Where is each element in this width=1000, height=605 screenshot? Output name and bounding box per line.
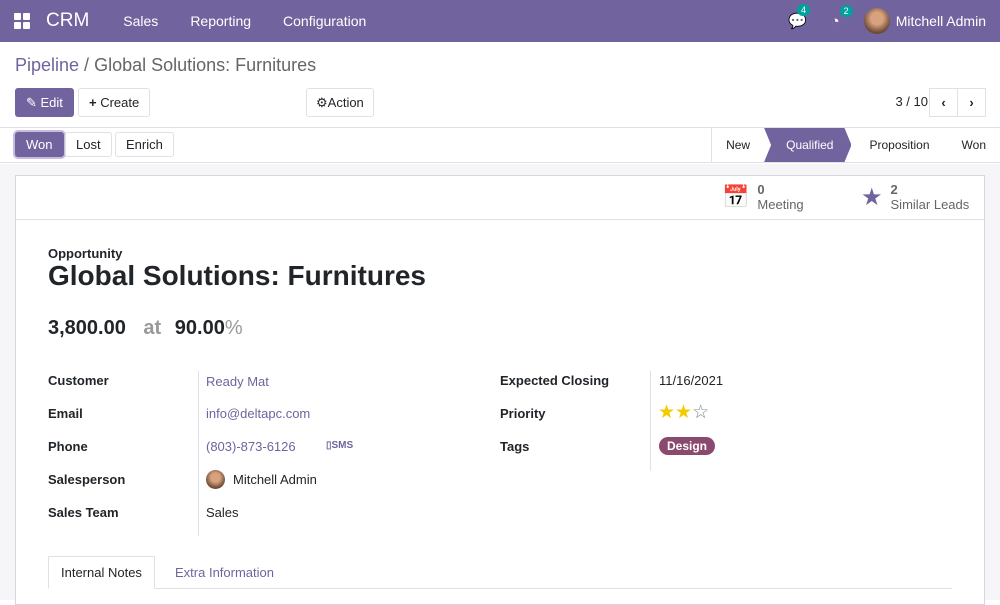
tag-design[interactable]: Design: [659, 437, 716, 455]
statusbar: Won Lost Enrich New Qualified Propositio…: [0, 128, 1000, 163]
star-empty-icon[interactable]: ☆: [692, 402, 710, 423]
mobile-icon: ▯: [326, 440, 332, 451]
button-box: 📅 0 Meeting ★ 2 Similar Leads: [16, 176, 984, 220]
sms-button[interactable]: ▯SMS: [326, 440, 354, 451]
breadcrumb-current: Global Solutions: Furnitures: [94, 55, 317, 75]
app-brand[interactable]: CRM: [46, 10, 90, 31]
record-title[interactable]: Global Solutions: Furnitures: [48, 260, 426, 291]
expected-closing-label: Expected Closing: [500, 373, 610, 388]
breadcrumb: Pipeline / Global Solutions: Furnitures: [15, 55, 317, 75]
phone-field[interactable]: (803)-873-6126: [206, 439, 296, 454]
divider: [198, 371, 199, 536]
email-field[interactable]: info@deltapc.com: [206, 406, 311, 421]
won-button[interactable]: Won: [15, 132, 64, 157]
avatar: [863, 8, 890, 34]
customer-field[interactable]: Ready Mat: [206, 374, 269, 389]
stage-bar: New Qualified Proposition Won: [711, 128, 1000, 162]
tags-label: Tags: [500, 439, 530, 454]
pager-next-button[interactable]: ›: [957, 88, 986, 117]
menu-configuration[interactable]: Configuration: [283, 13, 367, 29]
messages-icon[interactable]: 💬 4: [788, 4, 810, 30]
avatar: [206, 470, 225, 489]
gear-icon: ⚙: [316, 94, 328, 110]
phone-label: Phone: [48, 439, 88, 454]
messages-badge: 4: [796, 4, 810, 16]
menu-sales[interactable]: Sales: [123, 13, 159, 29]
stage-proposition[interactable]: Proposition: [869, 138, 930, 152]
sales-team-label: Sales Team: [48, 505, 119, 520]
star-filled-icon[interactable]: ★: [658, 402, 676, 423]
tab-internal-notes[interactable]: Internal Notes: [48, 556, 155, 589]
user-menu[interactable]: Mitchell Admin: [863, 8, 986, 34]
menu-reporting[interactable]: Reporting: [190, 13, 252, 29]
priority-label: Priority: [500, 406, 546, 421]
pager-value[interactable]: 3 / 10: [895, 94, 928, 109]
expected-revenue[interactable]: 3,800.00 at 90.00%: [48, 317, 243, 339]
star-filled-icon[interactable]: ★: [675, 402, 693, 423]
apps-menu-icon[interactable]: [14, 13, 30, 29]
stage-won[interactable]: Won: [961, 138, 986, 152]
top-navbar: CRM Sales Reporting Configuration 💬 4 ◔ 2 …: [0, 0, 1000, 42]
form-sheet: 📅 0 Meeting ★ 2 Similar Leads Opportunity …: [15, 175, 985, 605]
probability: 90.00: [174, 317, 225, 339]
stage-qualified[interactable]: Qualified: [764, 128, 852, 162]
lost-button[interactable]: Lost: [65, 132, 112, 157]
tab-extra-information[interactable]: Extra Information: [175, 565, 274, 580]
stage-new[interactable]: New: [726, 138, 751, 152]
breadcrumb-pipeline[interactable]: Pipeline: [15, 55, 80, 75]
pager-previous-button[interactable]: ‹: [929, 88, 958, 117]
edit-button[interactable]: ✎ Edit: [15, 88, 74, 117]
similar-leads-button[interactable]: ★ 2 Similar Leads: [861, 182, 970, 212]
customer-label: Customer: [48, 373, 109, 388]
expected-closing-field[interactable]: 11/16/2021: [659, 373, 724, 388]
sales-team-field[interactable]: Sales: [206, 505, 239, 520]
activities-icon[interactable]: ◔ 2: [831, 4, 853, 30]
email-label: Email: [48, 406, 83, 421]
meeting-button[interactable]: 📅 0 Meeting: [722, 182, 804, 212]
action-button[interactable]: ⚙ Action: [306, 88, 374, 117]
create-button[interactable]: + Create: [78, 88, 151, 117]
salesperson-label: Salesperson: [48, 472, 126, 487]
enrich-button[interactable]: Enrich: [115, 132, 174, 157]
plus-icon: +: [89, 95, 101, 110]
calendar-icon: 📅: [722, 184, 750, 209]
activities-badge: 2: [839, 4, 853, 17]
pencil-icon: ✎: [26, 94, 41, 110]
control-panel: Pipeline / Global Solutions: Furnitures …: [0, 42, 1000, 128]
record-type: Opportunity: [48, 246, 123, 261]
notebook-tabs: Internal Notes Extra Information: [48, 556, 952, 589]
salesperson-field[interactable]: Mitchell Admin: [206, 470, 317, 489]
divider: [650, 371, 651, 471]
user-name: Mitchell Admin: [895, 13, 986, 29]
star-icon: ★: [861, 183, 883, 211]
priority-stars: ★★☆: [658, 401, 709, 424]
